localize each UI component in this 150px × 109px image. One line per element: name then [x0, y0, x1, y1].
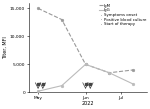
Y-axis label: Titer, MFI: Titer, MFI [3, 36, 8, 59]
X-axis label: 2022: 2022 [82, 101, 94, 106]
Legend: IgM, IgG, Symptoms onset, Positive blood culture, Start of therapy: IgM, IgG, Symptoms onset, Positive blood… [99, 4, 146, 26]
